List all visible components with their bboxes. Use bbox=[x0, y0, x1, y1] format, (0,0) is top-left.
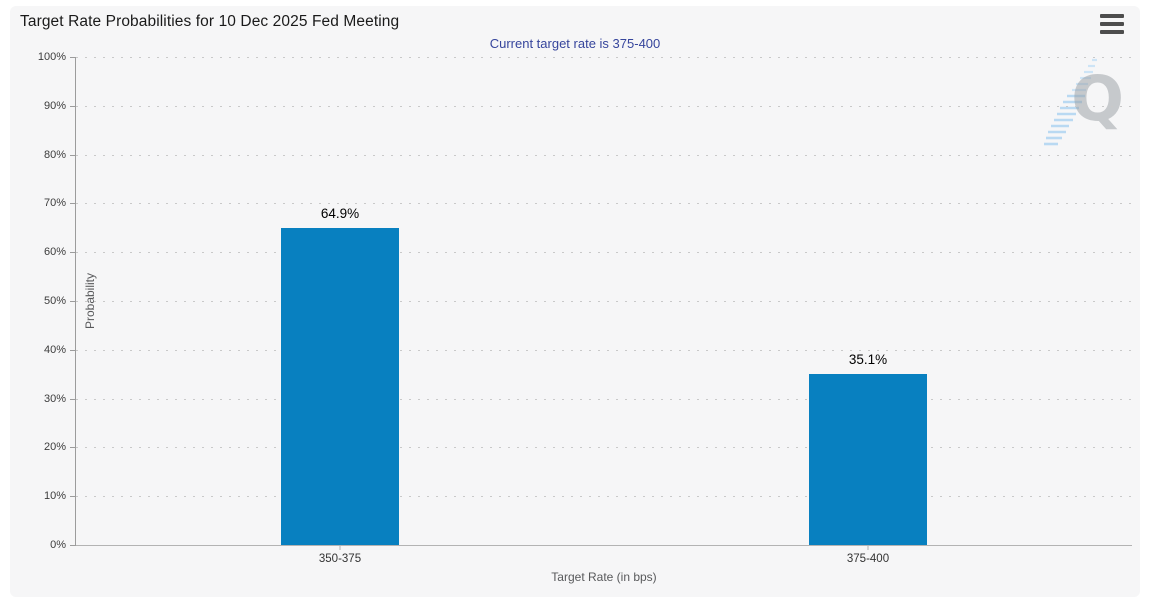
y-tick-label: 30% bbox=[43, 392, 66, 405]
x-category-label: 375-400 bbox=[846, 553, 890, 565]
y-tick-label: 40% bbox=[43, 343, 66, 356]
plot-area: Probability Target Rate (in bps) 0% 10% 20… bbox=[38, 51, 1132, 584]
y-tick bbox=[70, 301, 76, 302]
y-tick bbox=[70, 203, 76, 205]
y-tick-label: 80% bbox=[43, 148, 66, 161]
y-tick bbox=[70, 398, 76, 400]
probability-bar[interactable] bbox=[281, 228, 399, 545]
bar-value-label: 35.1% bbox=[848, 351, 888, 367]
gridline bbox=[76, 301, 1132, 302]
chart-title: Target Rate Probabilities for 10 Dec 202… bbox=[20, 13, 400, 30]
gridline bbox=[76, 447, 1132, 449]
bar-value-label: 64.9% bbox=[320, 206, 360, 222]
y-tick-label: 50% bbox=[43, 295, 66, 307]
chart-card: Target Rate Probabilities for 10 Dec 202… bbox=[10, 6, 1140, 597]
y-tick-label: 20% bbox=[43, 441, 66, 454]
hamburger-icon bbox=[1100, 14, 1124, 18]
gridline bbox=[76, 252, 1132, 254]
y-tick-label: 100% bbox=[37, 51, 66, 63]
gridline bbox=[76, 105, 1132, 107]
chart-subtitle: Current target rate is 375-400 bbox=[489, 36, 661, 51]
y-tick bbox=[70, 349, 76, 351]
gridline bbox=[76, 57, 1132, 58]
x-tick bbox=[339, 545, 341, 550]
gridline bbox=[76, 203, 1132, 205]
y-tick-label: 0% bbox=[50, 539, 66, 551]
gridline bbox=[76, 496, 1132, 498]
y-tick-label: 90% bbox=[43, 99, 66, 112]
x-tick bbox=[867, 545, 869, 550]
y-tick bbox=[70, 154, 76, 156]
y-tick bbox=[70, 57, 76, 58]
export-menu-button[interactable] bbox=[1100, 14, 1126, 34]
y-tick bbox=[70, 252, 76, 254]
y-tick bbox=[70, 447, 76, 449]
gridline bbox=[76, 154, 1132, 156]
gridline bbox=[76, 398, 1132, 400]
y-tick bbox=[70, 105, 76, 107]
gridline bbox=[76, 349, 1132, 351]
y-tick-label: 10% bbox=[43, 490, 66, 503]
x-category-label: 350-375 bbox=[318, 553, 362, 565]
y-tick bbox=[70, 496, 76, 498]
y-tick-label: 60% bbox=[43, 246, 66, 259]
probability-bar[interactable] bbox=[809, 373, 927, 545]
x-axis-title: Target Rate (in bps) bbox=[551, 570, 657, 584]
y-tick-label: 70% bbox=[43, 197, 66, 210]
y-tick bbox=[70, 545, 76, 546]
